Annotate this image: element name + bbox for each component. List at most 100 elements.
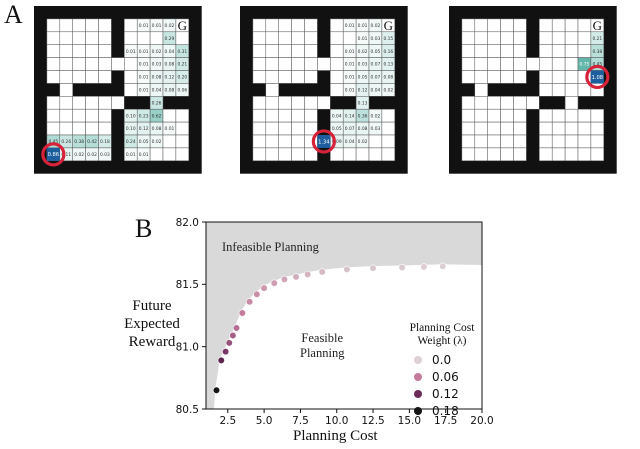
- x-axis-label: Planning Cost: [293, 428, 378, 444]
- cell-value-label: 0.02: [358, 49, 368, 55]
- cell-value-label: 0.13: [358, 100, 368, 106]
- agent-value-label: 1.08: [592, 75, 604, 81]
- cell-value-label: 0.23: [139, 113, 149, 119]
- scatter-point: [292, 273, 300, 281]
- grid-cell: [175, 147, 190, 162]
- infeasible-region: [206, 222, 482, 409]
- grid-1: 0.01 0.01 0.020.290.01 0.01 0.02 0.04 0.310.01…: [34, 6, 202, 174]
- cell-value-label: 0.12: [165, 75, 175, 81]
- legend-label: 0.18: [432, 403, 459, 418]
- cell-value-label: 0.62: [152, 113, 162, 119]
- goal-marker: G: [593, 18, 602, 33]
- cell-value-label: 0.12: [358, 87, 368, 93]
- cell-value-label: 0.02: [358, 139, 368, 145]
- cell-value-label: 0.08: [165, 87, 175, 93]
- scatter-point: [260, 284, 268, 292]
- grid-cell: [98, 147, 112, 162]
- x-tick-label: 10.0: [325, 415, 348, 427]
- cell-value-label: 0.45: [48, 139, 58, 145]
- cell-value-label: 0.01: [126, 49, 136, 55]
- cell-value-label: 0.18: [100, 139, 110, 145]
- cell-value-label: 0.16: [383, 49, 393, 55]
- x-tick-label: 17.5: [434, 415, 457, 427]
- grid-cell: [304, 70, 318, 84]
- cell-value-label: 0.02: [152, 49, 162, 55]
- cell-value-label: 0.04: [165, 49, 175, 55]
- cell-value-label: 0.75: [580, 62, 590, 68]
- agent-highlight-ring: [41, 142, 66, 167]
- panel-a-label: A: [4, 0, 23, 29]
- cell-value-label: 0.01: [139, 152, 149, 158]
- legend-label: 0.0: [432, 352, 452, 367]
- cell-value-label: 0.38: [74, 139, 84, 145]
- y-tick-label: 82.0: [176, 217, 199, 229]
- cell-value-label: 0.07: [345, 126, 355, 132]
- cell-value-label: 0.04: [345, 139, 355, 145]
- agent-highlight-ring: [311, 129, 336, 154]
- scatter-point: [253, 290, 261, 298]
- scatter-point: [222, 348, 230, 356]
- cell-value-label: 0.45: [592, 62, 602, 68]
- cell-value-label: 0.06: [177, 87, 187, 93]
- grid-cell: [317, 96, 331, 110]
- scatter-point: [343, 265, 351, 273]
- grid-cell: [304, 147, 318, 162]
- agent-value-label: 1.34: [318, 139, 330, 145]
- cell-value-label: 0.12: [139, 126, 149, 132]
- cell-value-label: 0.05: [139, 139, 149, 145]
- cell-value-label: 0.08: [152, 75, 162, 81]
- scatter-point: [212, 386, 221, 394]
- scatter-point: [318, 268, 326, 276]
- cell-value-label: 0.03: [100, 152, 110, 158]
- cell-value-label: 0.01: [139, 23, 149, 29]
- scatter-point: [270, 279, 278, 287]
- cell-value-label: 0.01: [139, 49, 149, 55]
- cell-value-label: 0.14: [345, 113, 355, 119]
- y-tick-label: 80.5: [176, 404, 199, 416]
- scatter-point: [225, 339, 233, 347]
- cell-value-label: 0.01: [139, 75, 149, 81]
- cell-value-label: 0.08: [152, 126, 162, 132]
- cell-value-label: 0.02: [371, 23, 381, 29]
- cell-value-label: 0.05: [332, 126, 342, 132]
- cell-value-label: 0.07: [371, 75, 381, 81]
- cell-value-label: 0.04: [152, 87, 162, 93]
- cell-value-label: 0.29: [165, 36, 175, 42]
- grid-cell: [381, 147, 396, 162]
- cell-value-label: 0.01: [345, 75, 355, 81]
- feasible-region-label: Feasible Planning: [300, 331, 344, 361]
- plot-frame: [205, 221, 483, 410]
- legend-entry: 0.06: [404, 368, 480, 385]
- agent-cell: [46, 147, 60, 161]
- cell-value-label: 0.02: [152, 139, 162, 145]
- grid-cell: [526, 96, 540, 110]
- x-tick-label: 20.0: [470, 415, 493, 427]
- cell-value-label: 0.08: [383, 75, 393, 81]
- grid-cell: [111, 96, 125, 110]
- cell-value-label: 0.04: [332, 113, 342, 119]
- scatter-point: [229, 331, 237, 340]
- legend-label: 0.06: [432, 369, 459, 384]
- cell-value-label: 0.21: [592, 36, 602, 42]
- scatter-point: [439, 262, 447, 270]
- feasible-label-line2: Planning: [300, 346, 345, 360]
- cell-value-label: 0.02: [371, 113, 381, 119]
- cell-value-label: 0.01: [165, 126, 175, 132]
- cell-value-label: 0.03: [152, 62, 162, 68]
- goal-marker: G: [178, 18, 187, 33]
- panel-b-label: B: [135, 214, 153, 243]
- x-tick-label: 7.5: [292, 415, 309, 427]
- agent-cell: [590, 70, 604, 84]
- agent-cell: [317, 135, 331, 148]
- cell-value-label: 0.01: [345, 87, 355, 93]
- cell-value-label: 0.02: [87, 152, 97, 158]
- cell-value-label: 0.26: [61, 139, 71, 145]
- legend: Planning Cost Weight (λ) 0.0 0.06 0.12 0.18: [404, 322, 480, 419]
- scatter-point: [232, 324, 241, 332]
- x-tick-label: 2.5: [219, 415, 236, 427]
- cell-value-label: 0.01: [345, 62, 355, 68]
- cell-value-label: 0.09: [332, 139, 342, 145]
- cell-value-label: 0.13: [383, 62, 393, 68]
- cell-value-label: 0.07: [371, 62, 381, 68]
- cell-value-label: 0.02: [383, 87, 393, 93]
